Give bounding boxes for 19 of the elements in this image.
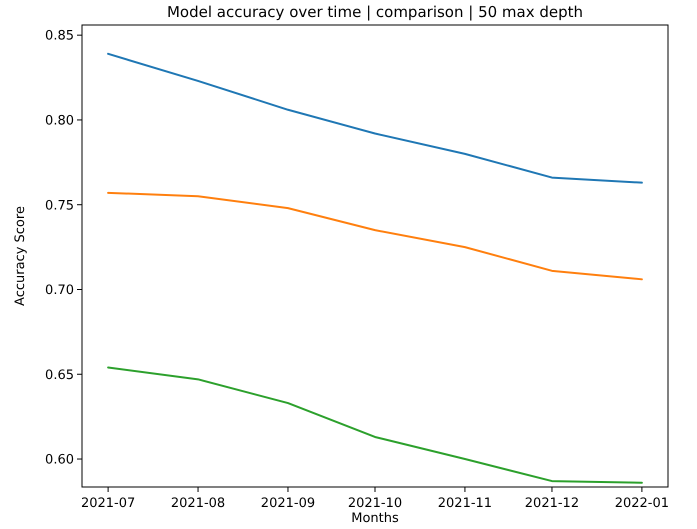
x-tick-label: 2021-07 bbox=[80, 496, 136, 511]
y-tick-label: 0.85 bbox=[45, 28, 74, 44]
line-series bbox=[107, 366, 643, 484]
y-tick-label: 0.60 bbox=[45, 452, 74, 468]
y-tick-label: 0.70 bbox=[45, 283, 74, 298]
y-tick-label: 0.75 bbox=[45, 198, 74, 214]
line-series bbox=[107, 52, 643, 184]
y-tick-label: 0.65 bbox=[45, 368, 74, 383]
line-series bbox=[107, 192, 643, 280]
y-axis-title: Accuracy Score bbox=[13, 206, 28, 306]
x-tick-label: 2022-01 bbox=[614, 496, 670, 511]
x-tick-label: 2021-08 bbox=[170, 496, 226, 511]
x-axis-title: Months bbox=[351, 511, 399, 526]
x-tick-label: 2021-12 bbox=[524, 496, 580, 511]
x-tick-label: 2021-09 bbox=[260, 496, 316, 511]
y-tick-label: 0.80 bbox=[45, 113, 74, 128]
chart-title: Model accuracy over time | comparison | 50 max depth bbox=[166, 3, 584, 21]
x-tick-label: 2021-11 bbox=[438, 496, 492, 511]
x-tick-label: 2021-10 bbox=[348, 496, 402, 511]
